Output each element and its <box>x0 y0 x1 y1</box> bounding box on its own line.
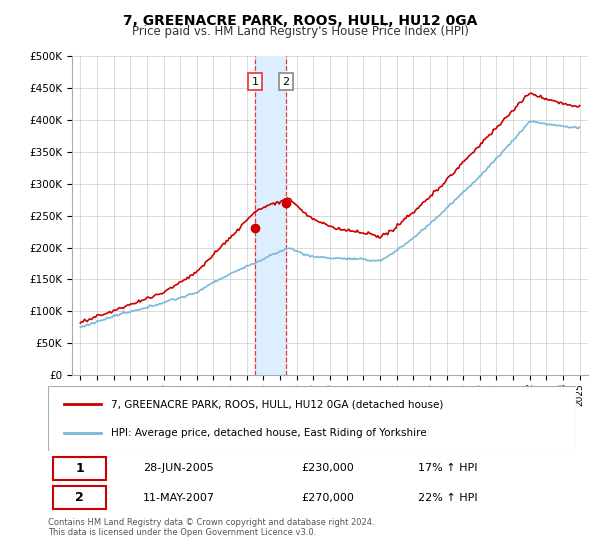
FancyBboxPatch shape <box>53 486 106 510</box>
Text: Contains HM Land Registry data © Crown copyright and database right 2024.
This d: Contains HM Land Registry data © Crown c… <box>48 518 374 538</box>
Text: 7, GREENACRE PARK, ROOS, HULL, HU12 0GA: 7, GREENACRE PARK, ROOS, HULL, HU12 0GA <box>123 14 477 28</box>
Text: Price paid vs. HM Land Registry's House Price Index (HPI): Price paid vs. HM Land Registry's House … <box>131 25 469 38</box>
Text: 1: 1 <box>251 77 259 87</box>
Text: HPI: Average price, detached house, East Riding of Yorkshire: HPI: Average price, detached house, East… <box>112 428 427 438</box>
Text: 1: 1 <box>76 462 84 475</box>
Text: £230,000: £230,000 <box>301 463 354 473</box>
FancyBboxPatch shape <box>53 456 106 480</box>
Text: 2: 2 <box>76 491 84 504</box>
Text: 22% ↑ HPI: 22% ↑ HPI <box>418 493 477 503</box>
Text: 2: 2 <box>283 77 290 87</box>
Text: 17% ↑ HPI: 17% ↑ HPI <box>418 463 477 473</box>
Text: 11-MAY-2007: 11-MAY-2007 <box>143 493 215 503</box>
FancyBboxPatch shape <box>48 386 576 451</box>
Text: £270,000: £270,000 <box>301 493 355 503</box>
Text: 28-JUN-2005: 28-JUN-2005 <box>143 463 214 473</box>
Bar <box>255 56 286 375</box>
Text: 7, GREENACRE PARK, ROOS, HULL, HU12 0GA (detached house): 7, GREENACRE PARK, ROOS, HULL, HU12 0GA … <box>112 399 444 409</box>
